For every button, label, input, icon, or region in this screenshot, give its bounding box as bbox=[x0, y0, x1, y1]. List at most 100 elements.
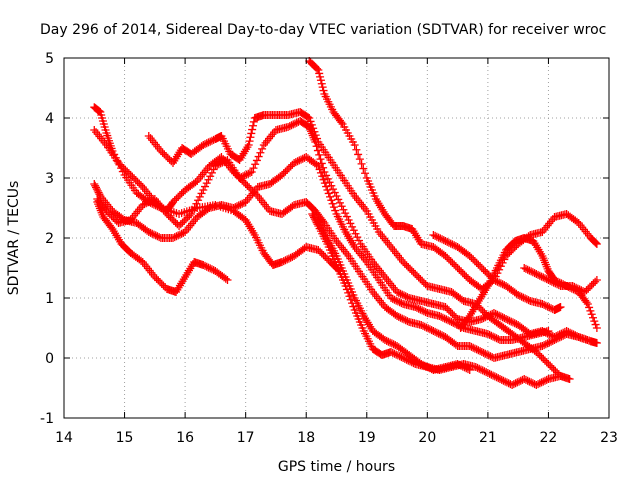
data-point bbox=[417, 321, 426, 329]
data-point bbox=[361, 169, 370, 178]
data-point bbox=[317, 249, 326, 258]
data-point bbox=[259, 141, 268, 149]
data-point bbox=[206, 172, 215, 181]
data-point bbox=[389, 283, 398, 292]
data-point bbox=[387, 294, 395, 302]
data-point bbox=[359, 164, 368, 173]
data-point bbox=[245, 137, 254, 146]
data-point bbox=[331, 206, 340, 215]
x-tick-label: 22 bbox=[540, 430, 558, 446]
data-point bbox=[592, 239, 601, 248]
data-point bbox=[434, 329, 443, 338]
data-point bbox=[239, 172, 248, 181]
y-tick-label: 2 bbox=[45, 231, 54, 247]
data-point bbox=[527, 267, 536, 276]
data-point bbox=[164, 211, 173, 220]
data-point bbox=[177, 189, 186, 198]
data-point bbox=[316, 155, 325, 164]
data-point bbox=[448, 309, 457, 318]
data-point bbox=[591, 320, 600, 329]
data-point bbox=[538, 342, 547, 350]
data-point bbox=[393, 251, 402, 260]
data-point bbox=[559, 328, 568, 337]
data-point bbox=[496, 279, 505, 288]
data-point bbox=[547, 331, 556, 340]
data-point bbox=[354, 236, 363, 245]
data-point bbox=[462, 272, 471, 281]
data-point bbox=[540, 327, 549, 336]
data-point bbox=[436, 330, 445, 339]
data-point bbox=[396, 289, 405, 298]
data-point bbox=[557, 279, 566, 288]
data-point bbox=[342, 249, 351, 258]
data-point bbox=[149, 195, 158, 204]
data-point bbox=[245, 183, 254, 192]
data-point bbox=[148, 136, 157, 145]
data-point bbox=[581, 227, 590, 236]
data-point bbox=[555, 330, 564, 339]
data-point bbox=[142, 262, 151, 271]
data-point bbox=[124, 169, 133, 178]
data-point bbox=[138, 201, 147, 209]
data-point bbox=[458, 362, 467, 371]
data-point bbox=[494, 374, 503, 383]
data-point bbox=[380, 234, 389, 243]
data-point bbox=[172, 232, 181, 241]
data-point bbox=[262, 202, 271, 211]
data-point bbox=[590, 317, 599, 326]
data-point bbox=[412, 303, 421, 312]
data-point bbox=[457, 361, 466, 370]
data-point bbox=[309, 124, 318, 133]
data-point bbox=[448, 240, 457, 249]
data-point bbox=[384, 337, 393, 346]
data-point bbox=[320, 168, 329, 176]
x-tick-label: 20 bbox=[418, 430, 436, 446]
data-point bbox=[440, 314, 449, 323]
data-point bbox=[584, 284, 593, 293]
data-point bbox=[435, 312, 444, 320]
data-point bbox=[153, 142, 162, 151]
data-point bbox=[496, 375, 504, 383]
data-point bbox=[180, 216, 189, 225]
data-point bbox=[140, 200, 149, 209]
data-point bbox=[361, 204, 370, 213]
data-point bbox=[194, 196, 203, 205]
data-point bbox=[411, 270, 420, 278]
data-point bbox=[560, 281, 569, 290]
data-point bbox=[323, 186, 332, 194]
data-point bbox=[586, 337, 595, 346]
data-point bbox=[592, 324, 601, 332]
data-point bbox=[542, 275, 551, 284]
data-point bbox=[175, 191, 184, 200]
data-point bbox=[453, 360, 462, 368]
data-point bbox=[419, 360, 428, 369]
data-point bbox=[117, 162, 126, 171]
data-point bbox=[121, 165, 130, 174]
data-point bbox=[388, 245, 397, 254]
data-point bbox=[159, 281, 168, 290]
data-point bbox=[352, 145, 361, 154]
data-point bbox=[541, 328, 550, 337]
data-point bbox=[204, 263, 213, 272]
data-point bbox=[284, 123, 293, 131]
data-point bbox=[444, 316, 453, 325]
data-point bbox=[337, 243, 346, 252]
data-point bbox=[345, 292, 354, 301]
data-point bbox=[489, 371, 498, 380]
data-point bbox=[505, 316, 514, 325]
data-point bbox=[438, 313, 447, 322]
data-point bbox=[480, 308, 489, 317]
data-point bbox=[582, 298, 591, 307]
data-point bbox=[92, 185, 101, 194]
data-point bbox=[133, 177, 142, 186]
data-point bbox=[541, 340, 550, 349]
data-point bbox=[479, 265, 488, 274]
x-axis-label: GPS time / hours bbox=[278, 459, 395, 475]
data-point bbox=[448, 258, 457, 267]
data-point bbox=[522, 295, 531, 304]
data-point bbox=[457, 295, 466, 304]
data-point bbox=[252, 156, 261, 165]
data-point bbox=[319, 251, 328, 260]
data-point bbox=[315, 150, 324, 159]
data-point bbox=[425, 364, 434, 373]
